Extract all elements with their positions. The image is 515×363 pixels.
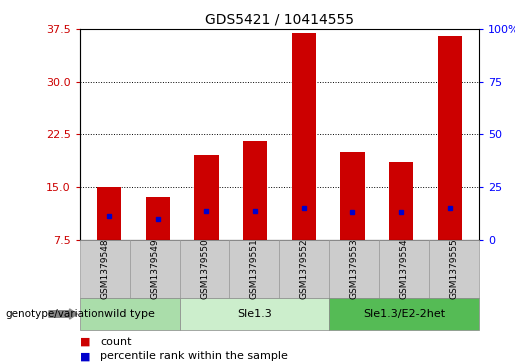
Bar <box>194 155 218 240</box>
Text: GSM1379549: GSM1379549 <box>150 238 159 299</box>
Bar <box>97 187 121 240</box>
Text: ■: ■ <box>80 351 90 362</box>
Text: GSM1379548: GSM1379548 <box>100 238 109 299</box>
Bar <box>243 141 267 240</box>
Bar <box>340 152 365 240</box>
Title: GDS5421 / 10414555: GDS5421 / 10414555 <box>205 12 354 26</box>
Text: Sle1.3/E2-2het: Sle1.3/E2-2het <box>363 309 445 319</box>
Text: GSM1379553: GSM1379553 <box>350 238 359 299</box>
Text: GSM1379550: GSM1379550 <box>200 238 209 299</box>
Text: percentile rank within the sample: percentile rank within the sample <box>100 351 288 362</box>
Bar <box>291 33 316 240</box>
Bar <box>438 36 462 240</box>
Text: GSM1379554: GSM1379554 <box>400 238 408 299</box>
Text: GSM1379555: GSM1379555 <box>450 238 458 299</box>
Bar <box>146 197 170 240</box>
Text: wild type: wild type <box>104 309 155 319</box>
Text: GSM1379551: GSM1379551 <box>250 238 259 299</box>
Text: Sle1.3: Sle1.3 <box>237 309 272 319</box>
Text: genotype/variation: genotype/variation <box>5 309 104 319</box>
Text: ■: ■ <box>80 337 90 347</box>
Text: GSM1379552: GSM1379552 <box>300 238 309 299</box>
Bar <box>389 162 413 240</box>
Text: count: count <box>100 337 132 347</box>
